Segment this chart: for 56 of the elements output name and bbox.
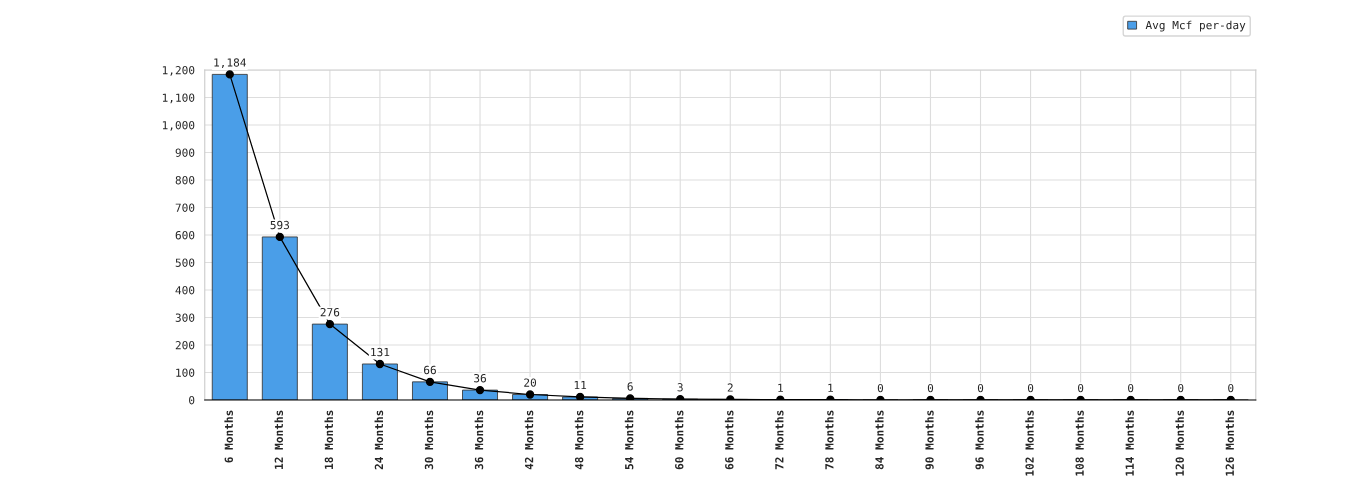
text: 0 [977, 383, 984, 393]
text: 131 [371, 347, 390, 357]
y-tick-label: 600 [175, 231, 195, 240]
x-tick-label: 78 Months [825, 410, 834, 470]
y-tick-label: 400 [175, 286, 195, 295]
text: 0 [1027, 383, 1034, 393]
x-tick-label: 84 Months [875, 410, 884, 470]
text: 2 [727, 383, 733, 392]
x-tick-label: 102 Months [1025, 410, 1034, 476]
x-tick-label: 36 Months [474, 410, 484, 470]
y-tick-label: 500 [175, 258, 195, 267]
y-tick-label: 1,000 [162, 121, 195, 131]
y-tick-label: 300 [175, 313, 195, 322]
text: 1 [778, 383, 783, 392]
text: 0 [1128, 383, 1134, 393]
text: 0 [1078, 383, 1084, 393]
text: 0 [877, 383, 884, 393]
text: 1,184 [214, 58, 246, 69]
x-tick-label: 66 Months [724, 410, 734, 470]
y-tick-label: 900 [175, 148, 195, 157]
x-tick-label: 6 Months [224, 410, 234, 463]
x-tick-label: 12 Months [274, 410, 284, 469]
x-tick-label: 48 Months [574, 410, 584, 470]
x-tick-label: 126 Months [1225, 410, 1235, 476]
text: 593 [270, 220, 290, 230]
y-tick-label: 700 [175, 203, 195, 212]
x-tick-label: 42 Months [524, 410, 534, 470]
x-tick-label: 72 Months [774, 410, 784, 470]
y-tick-label: 1,200 [162, 66, 195, 76]
x-tick-label: 54 Months [624, 410, 634, 470]
text: 6 [627, 382, 633, 391]
x-tick-label: 114 Months [1125, 410, 1134, 476]
x-tick-label: 108 Months [1075, 410, 1084, 476]
y-tick-label: 1,100 [162, 93, 195, 104]
x-tick-label: 18 Months [324, 410, 334, 469]
x-tick-label: 60 Months [674, 410, 684, 470]
x-tick-label: 120 Months [1175, 410, 1184, 476]
x-tick-label: 24 Months [374, 410, 384, 470]
text: 3 [677, 383, 683, 392]
text: 66 [424, 365, 436, 375]
text: 276 [320, 307, 340, 317]
text: 11 [574, 381, 587, 390]
text: 0 [1178, 383, 1184, 393]
legend-label: Avg Mcf per-day [1145, 20, 1246, 32]
text: 20 [524, 378, 537, 387]
text: 1 [828, 383, 833, 392]
text: 0 [1228, 383, 1234, 393]
y-tick-label: 0 [189, 396, 195, 405]
y-tick-label: 200 [175, 341, 195, 350]
x-tick-label: 30 Months [424, 410, 434, 470]
text: 36 [474, 373, 486, 383]
x-tick-label: 96 Months [975, 410, 984, 470]
text: 0 [927, 383, 934, 393]
y-tick-label: 100 [176, 368, 195, 377]
y-tick-label: 800 [175, 176, 195, 185]
x-tick-label: 90 Months [925, 410, 934, 470]
